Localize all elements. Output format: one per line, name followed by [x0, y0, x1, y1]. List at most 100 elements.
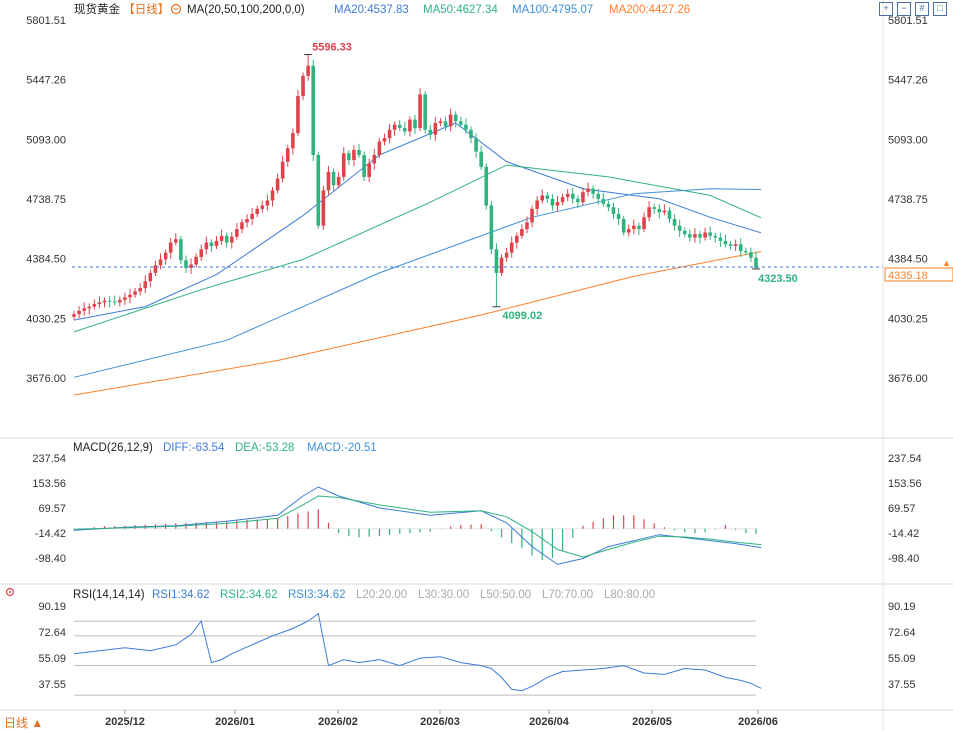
candle-body — [642, 217, 646, 230]
price-tick-right: 5093.00 — [888, 134, 928, 146]
candle-body — [336, 176, 341, 186]
candle-body — [357, 149, 361, 155]
macd-tick-right: 153.56 — [888, 478, 922, 490]
candle-body — [179, 239, 183, 261]
candle-body — [723, 240, 728, 245]
candle-body — [158, 259, 163, 266]
candle-body — [209, 242, 214, 246]
candle-body — [484, 166, 489, 206]
candle-body — [632, 225, 636, 230]
legend-macd-value: MACD:-20.51 — [307, 442, 377, 454]
candle-body — [637, 225, 641, 230]
period-button[interactable]: 日线 ▲ — [4, 716, 44, 730]
candle-body — [87, 306, 92, 309]
legend-l50: L50:50.00 — [480, 589, 531, 601]
price-tick-left: 4738.75 — [26, 194, 66, 206]
axis-ticks: 5801.51 5801.51 5447.26 5447.26 5093.00 5093.… — [26, 15, 928, 691]
candle-body — [657, 208, 662, 213]
legend-diff: DIFF:-63.54 — [163, 442, 225, 454]
candle-body — [194, 256, 198, 265]
price-tick-left: 3676.00 — [26, 373, 66, 385]
candle-body — [499, 257, 504, 273]
rsi-line — [73, 612, 762, 692]
ma-line-ma20 — [73, 122, 762, 321]
rsi-settings-icon[interactable] — [5, 587, 15, 597]
price-tick-left: 4030.25 — [26, 313, 66, 325]
candle-body — [112, 301, 117, 303]
legend-rsi2: RSI2:34.62 — [220, 589, 278, 601]
candle-body — [555, 202, 560, 206]
candle-body — [285, 148, 290, 162]
candle-body — [672, 219, 677, 226]
legend-l80: L80:80.00 — [604, 589, 655, 601]
candle-body — [520, 229, 524, 236]
rsi-tick-left: 55.09 — [38, 653, 66, 665]
price-tick-right: 3676.00 — [888, 373, 928, 385]
candle-body — [565, 193, 570, 198]
candle-body — [275, 178, 280, 191]
candle-body — [545, 195, 550, 199]
candle-body — [606, 203, 611, 208]
grid-icon[interactable]: # — [915, 2, 929, 16]
candle-body — [219, 235, 224, 241]
candle-body — [428, 129, 433, 135]
candle-body — [576, 198, 580, 203]
candle-body — [311, 65, 316, 155]
candle-body — [718, 237, 723, 241]
candle-body — [738, 244, 743, 252]
candle-body — [616, 213, 621, 220]
candle-body — [570, 193, 575, 199]
candle-body — [525, 222, 529, 230]
macd-tick-right: -98.40 — [888, 553, 919, 565]
candle-body — [341, 153, 346, 177]
candle-body — [102, 300, 107, 303]
candle-body — [744, 251, 748, 253]
candle-body — [153, 265, 158, 273]
candle-body — [326, 171, 331, 191]
expand-icon[interactable]: + — [879, 2, 893, 16]
candle-body — [647, 207, 651, 218]
candle-body — [448, 114, 453, 127]
candle-body — [352, 149, 356, 161]
candle-body — [459, 121, 463, 125]
candle-body — [509, 242, 514, 253]
legend-ma: MA(20,50,100,200,0,0) MA20:4537.83 MA50:… — [187, 4, 690, 16]
candle-body — [550, 198, 555, 206]
candle-body — [713, 235, 718, 238]
settings-icon[interactable] — [170, 3, 182, 15]
macd-pane — [73, 486, 762, 565]
candle-body — [530, 208, 534, 223]
candle-body — [494, 249, 499, 273]
compress-icon[interactable]: − — [897, 2, 911, 16]
macd-tick-right: -14.42 — [888, 528, 919, 540]
candle-body — [107, 300, 112, 302]
candle-body — [260, 205, 265, 209]
price-tick-right: 5801.51 — [888, 15, 928, 27]
annotation-recent-low: 4323.50 — [758, 273, 798, 285]
macd-tick-left: 237.54 — [32, 453, 66, 465]
x-axis-label: 2026/05 — [632, 716, 672, 728]
legend-l20: L20:20.00 — [356, 589, 407, 601]
legend-rsi3: RSI3:34.62 — [288, 589, 346, 601]
candle-body — [688, 234, 692, 238]
candle-body — [255, 208, 260, 214]
legend-ma200: MA200:4427.26 — [609, 4, 690, 16]
macd-tick-right: 237.54 — [888, 453, 922, 465]
candle-body — [443, 121, 448, 127]
candle-body — [265, 200, 270, 206]
candle-body — [433, 122, 438, 135]
legend-macd-label: MACD(26,12,9) — [73, 442, 153, 454]
candle-body — [173, 239, 178, 243]
candle-body — [733, 244, 738, 246]
candle-body — [453, 114, 458, 122]
fullscreen-icon[interactable]: □ — [933, 2, 947, 16]
rsi-tick-right: 37.55 — [888, 679, 916, 691]
legend-rsi-label: RSI(14,14,14) — [73, 589, 145, 601]
candles — [72, 54, 758, 320]
candle-body — [123, 297, 127, 300]
rsi-tick-left: 37.55 — [38, 679, 66, 691]
candle-body — [184, 260, 188, 268]
candle-body — [728, 244, 733, 246]
candle-body — [581, 192, 585, 203]
